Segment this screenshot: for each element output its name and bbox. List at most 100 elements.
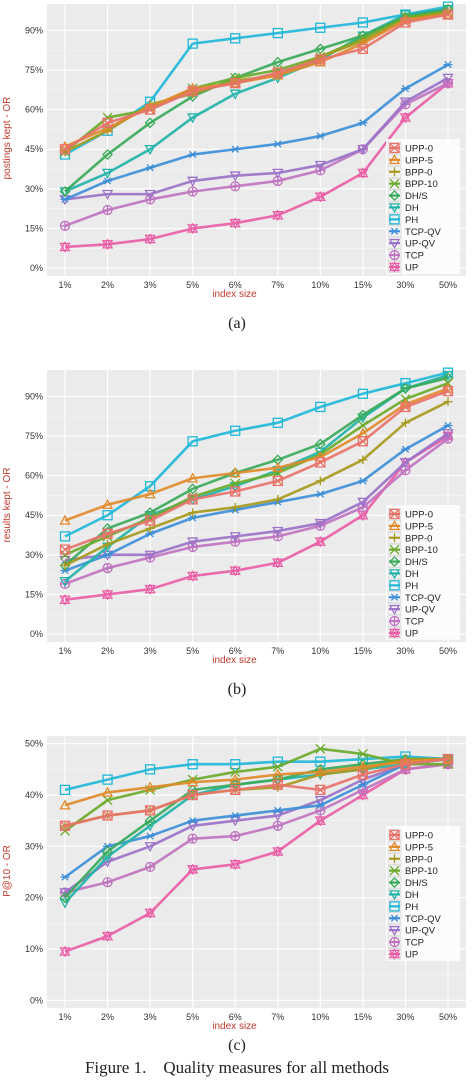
data-point-upp-0 xyxy=(144,515,156,526)
legend-key-marker xyxy=(389,249,400,261)
y-tick-label: 30% xyxy=(25,550,43,560)
data-point-upp-0 xyxy=(230,784,241,796)
legend-entry-bpp-0: BPP-0 xyxy=(405,854,432,865)
legend-entry-ph: PH xyxy=(405,215,418,226)
legend-key-marker xyxy=(388,520,401,531)
legend-key-marker xyxy=(389,901,400,912)
data-point-tcp-qv xyxy=(145,164,155,172)
x-tick-label: 5% xyxy=(186,646,199,656)
chart-panel-3: 0% 10% 20% 30% 40% 50% 1% 2% 3% 5% 6% 7% 10% 15% 30% 50… xyxy=(2,736,466,1054)
data-point-bpp-10 xyxy=(230,766,241,777)
data-point-upp-5 xyxy=(272,768,284,779)
data-point-ph xyxy=(102,774,113,785)
data-point-upp-5 xyxy=(59,514,71,525)
legend-key-marker xyxy=(388,238,401,249)
legend-entry-up-qv: UP-QV xyxy=(405,239,436,250)
data-point-ph xyxy=(102,510,113,521)
legend-entry-bpp-0: BPP-0 xyxy=(405,167,432,178)
data-point-tcp xyxy=(102,877,113,888)
data-point-ph xyxy=(357,388,369,399)
data-point-upp-0 xyxy=(59,820,71,831)
data-point-upp-0 xyxy=(442,385,454,397)
data-point-upp-0 xyxy=(272,475,283,487)
data-point-ph xyxy=(187,38,198,49)
data-point-upp-0 xyxy=(357,769,369,780)
legend-entry-dh: DH xyxy=(405,569,419,580)
data-point-upp-0 xyxy=(442,753,454,765)
data-point-up xyxy=(314,535,326,548)
data-point-ph xyxy=(315,401,326,413)
data-point-dh/s xyxy=(59,892,71,904)
x-tick-label: 15% xyxy=(354,280,372,290)
data-point-bpp-0 xyxy=(230,502,240,512)
data-point-upp-0 xyxy=(187,494,198,505)
data-point-tcp xyxy=(102,204,113,216)
data-point-up xyxy=(314,190,326,203)
chart-legend: UPP-0UPP-5BPP-0BPP-10DH/SDHPHTCP-QVUP-QV… xyxy=(386,826,460,961)
data-point-upp-5 xyxy=(144,781,156,792)
data-point-up-qv xyxy=(357,144,369,156)
data-point-upp-0 xyxy=(315,784,326,796)
y-axis-label: P@10 - OR xyxy=(2,845,13,897)
data-point-up-qv xyxy=(357,775,369,786)
data-point-tcp-qv xyxy=(145,832,155,840)
data-point-dh/s xyxy=(102,149,113,160)
data-point-up-qv xyxy=(314,795,326,806)
data-point-upp-5 xyxy=(101,786,114,797)
data-point-up xyxy=(144,583,156,596)
series-line-up xyxy=(64,82,449,249)
data-point-dh xyxy=(187,113,199,124)
x-tick-label: 50% xyxy=(439,1012,457,1022)
x-tick-label: 5% xyxy=(186,1012,199,1022)
legend-entry-ph: PH xyxy=(405,902,418,913)
data-point-bpp-10 xyxy=(357,749,368,759)
data-point-upp-0 xyxy=(357,43,369,55)
legend-entry-tcp-qv: TCP-QV xyxy=(405,914,442,925)
legend-entry-tcp-qv: TCP-QV xyxy=(405,227,442,238)
data-point-tcp-qv xyxy=(273,806,283,815)
y-tick-label: 0% xyxy=(30,995,43,1005)
series-line-up xyxy=(64,762,449,953)
y-tick-label: 75% xyxy=(25,65,43,75)
x-tick-label: 15% xyxy=(354,646,372,656)
y-tick-label: 20% xyxy=(25,893,43,903)
legend-entry-up-qv: UP-QV xyxy=(405,605,436,616)
legend-key-marker xyxy=(389,142,400,154)
legend-key-marker xyxy=(388,203,401,214)
series-line-tcp xyxy=(64,437,449,586)
x-tick-label: 15% xyxy=(354,1012,372,1022)
data-point-up-qv xyxy=(187,537,199,548)
legend-entry-upp-0: UPP-0 xyxy=(405,509,433,520)
data-point-dh xyxy=(101,168,114,179)
data-point-up-qv xyxy=(187,176,199,187)
data-point-up xyxy=(101,588,114,601)
y-tick-label: 50% xyxy=(25,739,43,749)
data-point-upp-0 xyxy=(315,457,326,468)
data-point-up-qv xyxy=(442,429,454,440)
data-point-upp-5 xyxy=(314,451,326,462)
data-point-up xyxy=(59,945,71,958)
data-point-tcp-qv xyxy=(188,150,198,159)
x-tick-label: 2% xyxy=(101,646,114,656)
y-tick-label: 15% xyxy=(25,589,43,599)
x-tick-label: 30% xyxy=(396,280,414,290)
data-point-tcp-qv xyxy=(145,530,155,538)
x-tick-label: 3% xyxy=(144,280,157,290)
data-point-dh/s xyxy=(187,483,199,495)
x-tick-label: 30% xyxy=(396,646,414,656)
data-point-up xyxy=(272,845,284,858)
data-point-up-qv xyxy=(314,160,326,171)
legend-key-marker xyxy=(389,877,400,888)
legend-key-marker xyxy=(388,890,401,901)
data-point-tcp-qv xyxy=(315,490,325,498)
panel-sublabel: (c) xyxy=(228,1037,246,1054)
series-line-upp-0 xyxy=(64,757,449,828)
y-tick-label: 30% xyxy=(25,841,43,851)
legend-entry-dh: DH xyxy=(405,890,419,901)
y-tick-label: 60% xyxy=(25,471,43,481)
y-tick-label: 45% xyxy=(25,510,43,520)
data-point-up-qv xyxy=(357,497,369,508)
data-point-bpp-0 xyxy=(443,397,453,407)
y-tick-label: 10% xyxy=(25,944,43,954)
series-line-bpp-10 xyxy=(64,747,448,832)
